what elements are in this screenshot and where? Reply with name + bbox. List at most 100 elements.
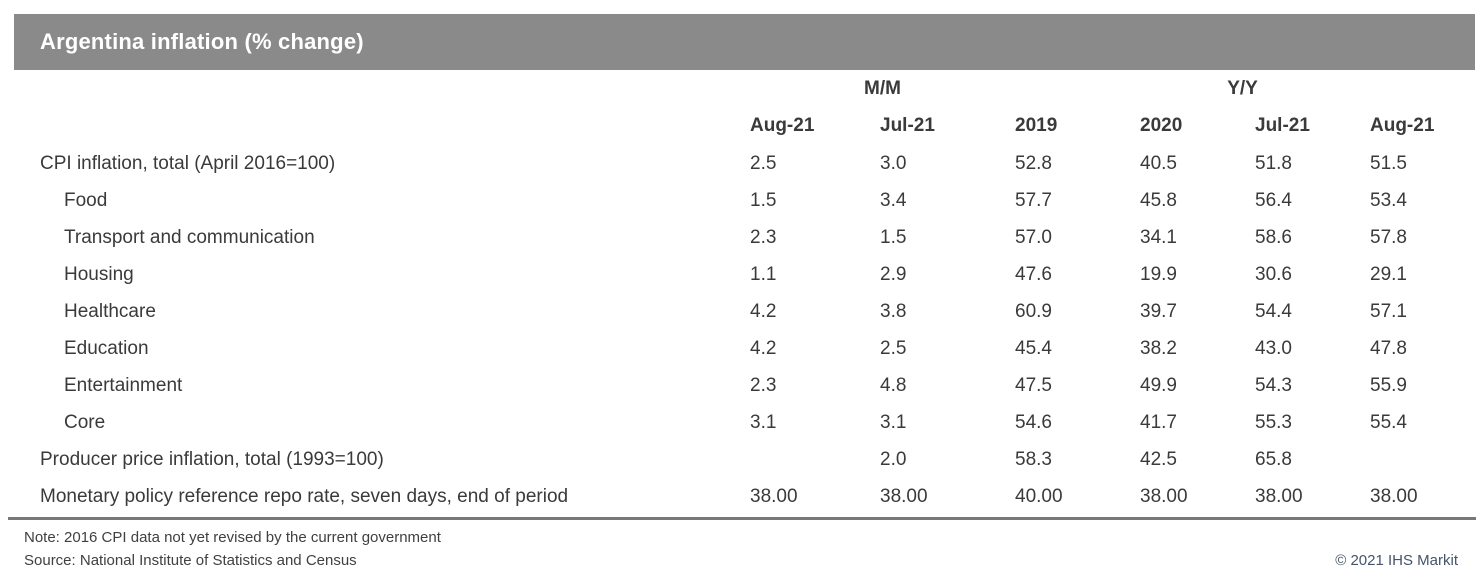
cell-value: 38.00 (1370, 485, 1418, 507)
cell-value: 2.3 (750, 226, 777, 248)
row-label: Producer price inflation, total (1993=10… (40, 448, 384, 470)
source-text: Source: National Institute of Statistics… (24, 552, 357, 569)
row-label: CPI inflation, total (April 2016=100) (40, 152, 336, 174)
cell-value: 54.6 (1015, 411, 1052, 433)
cell-value: 40.00 (1015, 485, 1063, 507)
cell-value: 38.00 (1255, 485, 1303, 507)
row-label: Transport and communication (64, 226, 315, 248)
column-header-4: Jul-21 (1255, 115, 1310, 136)
cell-value: 3.1 (750, 411, 777, 433)
cell-value: 47.8 (1370, 337, 1407, 359)
row-label: Healthcare (64, 300, 156, 322)
cell-value: 57.0 (1015, 226, 1052, 248)
column-header-3: 2020 (1140, 115, 1183, 136)
table-row: Transport and communication 2.3 1.5 57.0 34.… (14, 219, 1470, 256)
cell-value: 19.9 (1140, 263, 1177, 285)
cell-value: 1.5 (880, 226, 907, 248)
copyright-text: © 2021 IHS Markit (1335, 552, 1458, 569)
inflation-table: M/M Y/Y Aug-21 Jul-21 2019 2020 Jul-21 Aug-21 C… (14, 70, 1470, 515)
cell-value: 58.3 (1015, 448, 1052, 470)
cell-value: 57.8 (1370, 226, 1407, 248)
cell-value: 49.9 (1140, 374, 1177, 396)
cell-value: 45.4 (1015, 337, 1052, 359)
cell-value: 2.9 (880, 263, 907, 285)
cell-value: 38.00 (1140, 485, 1188, 507)
table-footer: Note: 2016 CPI data not yet revised by t… (24, 526, 1458, 572)
cell-value: 3.4 (880, 189, 907, 211)
note-text: Note: 2016 CPI data not yet revised by t… (24, 529, 441, 546)
table-row: Producer price inflation, total (1993=10… (14, 441, 1470, 478)
cell-value: 38.00 (750, 485, 798, 507)
column-header-0: Aug-21 (750, 115, 815, 136)
row-label: Education (64, 337, 149, 359)
cell-value: 47.6 (1015, 263, 1052, 285)
cell-value: 51.5 (1370, 152, 1407, 174)
cell-value: 39.7 (1140, 300, 1177, 322)
cell-value: 41.7 (1140, 411, 1177, 433)
cell-value: 3.1 (880, 411, 907, 433)
cell-value: 56.4 (1255, 189, 1292, 211)
cell-value: 3.0 (880, 152, 907, 174)
cell-value: 55.9 (1370, 374, 1407, 396)
cell-value: 47.5 (1015, 374, 1052, 396)
cell-value: 29.1 (1370, 263, 1407, 285)
table-head: M/M Y/Y Aug-21 Jul-21 2019 2020 Jul-21 Aug-21 (14, 70, 1470, 145)
column-header-5: Aug-21 (1370, 115, 1435, 136)
column-header-2: 2019 (1015, 115, 1058, 136)
table-title-bar: Argentina inflation (% change) (14, 14, 1475, 70)
cell-value: 55.4 (1370, 411, 1407, 433)
table-row: Entertainment 2.3 4.8 47.5 49.9 54.3 55.9 (14, 367, 1470, 404)
row-label: Food (64, 189, 108, 211)
cell-value: 55.3 (1255, 411, 1292, 433)
cell-value: 58.6 (1255, 226, 1292, 248)
footer-notes: Note: 2016 CPI data not yet revised by t… (24, 526, 441, 572)
cell-value: 52.8 (1015, 152, 1052, 174)
table-bottom-divider (8, 517, 1476, 520)
cell-value: 3.8 (880, 300, 907, 322)
cell-value: 1.5 (750, 189, 777, 211)
table-row: Monetary policy reference repo rate, sev… (14, 478, 1470, 515)
cell-value: 2.0 (880, 448, 907, 470)
cell-value: 4.2 (750, 300, 777, 322)
cell-value: 38.00 (880, 485, 928, 507)
cell-value (750, 441, 880, 478)
row-label: Housing (64, 263, 134, 285)
row-label: Monetary policy reference repo rate, sev… (40, 485, 569, 507)
cell-value: 1.1 (750, 263, 777, 285)
column-header-1: Jul-21 (880, 115, 935, 136)
cell-value: 40.5 (1140, 152, 1177, 174)
header-spacer-cell (14, 107, 750, 145)
cell-value: 65.8 (1255, 448, 1292, 470)
cell-value: 30.6 (1255, 263, 1292, 285)
table-row: Food 1.5 3.4 57.7 45.8 56.4 53.4 (14, 182, 1470, 219)
cell-value: 57.1 (1370, 300, 1407, 322)
cell-value: 2.5 (880, 337, 907, 359)
cell-value: 57.7 (1015, 189, 1052, 211)
row-label: Core (64, 411, 106, 433)
table-row: Core 3.1 3.1 54.6 41.7 55.3 55.4 (14, 404, 1470, 441)
group-spacer-cell (14, 70, 750, 107)
column-group-label-1: Y/Y (1227, 77, 1258, 99)
table-row: Education 4.2 2.5 45.4 38.2 43.0 47.8 (14, 330, 1470, 367)
page-title: Argentina inflation (% change) (40, 29, 364, 54)
row-label: Entertainment (64, 374, 183, 396)
cell-value: 51.8 (1255, 152, 1292, 174)
cell-value: 4.2 (750, 337, 777, 359)
cell-value: 4.8 (880, 374, 907, 396)
cell-value: 43.0 (1255, 337, 1292, 359)
table-row: Housing 1.1 2.9 47.6 19.9 30.6 29.1 (14, 256, 1470, 293)
cell-value: 38.2 (1140, 337, 1177, 359)
table-row: Healthcare 4.2 3.8 60.9 39.7 54.4 57.1 (14, 293, 1470, 330)
cell-value: 45.8 (1140, 189, 1177, 211)
column-group-label-0: M/M (864, 77, 901, 99)
column-group-row: M/M Y/Y (14, 70, 1470, 107)
table-body: CPI inflation, total (April 2016=100) 2.5… (14, 145, 1470, 515)
cell-value: 2.3 (750, 374, 777, 396)
cell-value: 60.9 (1015, 300, 1052, 322)
cell-value: 42.5 (1140, 448, 1177, 470)
cell-value: 53.4 (1370, 189, 1407, 211)
cell-value: 2.5 (750, 152, 777, 174)
table-row: CPI inflation, total (April 2016=100) 2.5… (14, 145, 1470, 182)
cell-value (1370, 441, 1470, 478)
